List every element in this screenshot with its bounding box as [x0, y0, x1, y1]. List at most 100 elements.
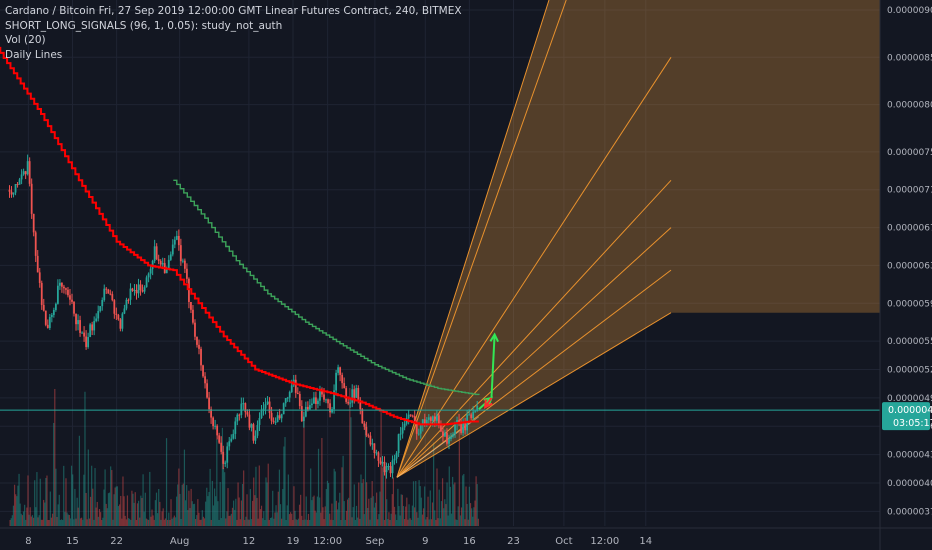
legend-study-volume[interactable]: Vol (20) [5, 34, 46, 46]
volume-bar [349, 388, 351, 526]
volume-bar [288, 514, 291, 526]
candle-body [329, 403, 331, 413]
volume-bar [313, 495, 315, 526]
volume-bar [433, 442, 435, 526]
candle-body [244, 403, 247, 413]
volume-bar [336, 509, 339, 526]
candle-body [323, 394, 325, 400]
volume-bar [37, 517, 39, 526]
volume-bar [390, 513, 392, 526]
candle-body [159, 260, 162, 265]
x-tick-label: 16 [463, 536, 476, 547]
volume-bar [373, 507, 376, 526]
volume-bar [311, 500, 313, 526]
candle-body [71, 299, 73, 302]
candle-body [401, 427, 404, 434]
volume-bar [210, 519, 212, 526]
candle-body [315, 397, 317, 404]
candle-body [10, 191, 13, 195]
candle-body [359, 400, 362, 410]
volume-bar [22, 511, 25, 526]
volume-bar [408, 504, 410, 526]
volume-bar [440, 501, 443, 526]
candle-body [111, 294, 114, 301]
volume-bar [189, 508, 191, 526]
candle-body [438, 415, 440, 426]
candle-body [18, 179, 21, 185]
volume-bar [130, 519, 132, 526]
volume-bar [214, 488, 216, 526]
volume-bar [47, 519, 49, 526]
candle-body [232, 433, 235, 439]
volume-bar [460, 507, 463, 526]
candle-body [383, 461, 386, 473]
candle-body [119, 319, 122, 329]
candle-body [202, 365, 204, 377]
volume-bar [332, 519, 334, 526]
volume-bar [38, 515, 40, 526]
volume-bar [170, 499, 172, 526]
volume-bar [244, 519, 246, 526]
volume-bar [30, 516, 32, 526]
volume-bar [60, 519, 63, 526]
indicator-lines [0, 46, 480, 426]
legend-study-daily-lines[interactable]: Daily Lines [5, 48, 63, 61]
candle-body [171, 244, 174, 255]
forecast-arrows[interactable] [478, 332, 499, 410]
volume-bar [443, 508, 445, 526]
candle-body [77, 320, 79, 325]
volume-bar [240, 500, 243, 526]
volume-bar [298, 504, 301, 526]
legend-study-signals[interactable]: SHORT_LONG_SIGNALS (96, 1, 0.05): study_… [5, 19, 283, 32]
volume-bar [107, 493, 110, 526]
gann-fan-ray [396, 0, 567, 478]
volume-bar [282, 489, 284, 526]
volume-bars [9, 388, 479, 526]
volume-bar [383, 519, 386, 526]
volume-bar [94, 468, 96, 526]
candle-body [266, 401, 269, 405]
candle-body [117, 315, 120, 320]
candle-body [446, 432, 448, 444]
candle-body [419, 425, 422, 434]
volume-bar [79, 518, 82, 526]
x-tick-label: 22 [110, 536, 123, 547]
volume-bar [141, 497, 143, 526]
volume-bar [31, 515, 34, 526]
volume-bar [237, 482, 239, 526]
volume-bar [113, 494, 115, 526]
candle-body [89, 324, 92, 338]
volume-bar [357, 517, 359, 526]
volume-bar [19, 503, 21, 526]
volume-bar [417, 517, 419, 526]
candle-body [462, 423, 464, 433]
candle-body [147, 273, 150, 278]
candle-body [198, 344, 200, 349]
candle-body [224, 462, 227, 464]
candle-body [196, 336, 198, 345]
candle-body [339, 367, 342, 375]
volume-bar [154, 500, 156, 526]
x-axis[interactable]: 8 15 22 Aug 12 19 12:00 Sep 9 16 23 Oct 12:00 14 [0, 527, 932, 547]
volume-bar [276, 512, 278, 526]
candle-body [298, 393, 301, 407]
volume-bar [429, 490, 431, 526]
candle-body [123, 308, 126, 314]
volume-bar [17, 485, 19, 526]
candle-body [286, 397, 289, 399]
candle-body [302, 416, 305, 422]
volume-bar [317, 448, 320, 526]
candle-body [427, 417, 430, 420]
volume-bar [209, 468, 211, 526]
candle-body [433, 416, 436, 421]
candle-body [32, 213, 35, 233]
candle-body [50, 314, 53, 318]
volume-bar [206, 487, 208, 526]
legend-symbol-line[interactable]: Cardano / Bitcoin Fri, 27 Sep 2019 12:00… [5, 5, 462, 17]
candle-body [373, 443, 376, 453]
candle-body [258, 417, 261, 425]
volume-bar [161, 511, 163, 526]
candle-body [107, 289, 110, 294]
volume-bar [82, 519, 84, 526]
